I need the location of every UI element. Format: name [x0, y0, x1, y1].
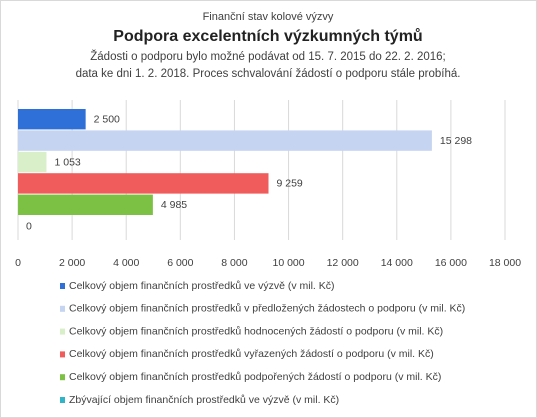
data-label: 4 985 — [161, 199, 187, 211]
bar — [18, 151, 47, 173]
x-tick-label: 2 000 — [59, 257, 85, 269]
bar — [18, 130, 432, 151]
bar — [18, 109, 86, 130]
chart-supertitle: Finanční stav kolové výzvy — [203, 11, 334, 23]
legend-marker — [60, 283, 65, 289]
bar — [18, 173, 269, 194]
legend-label: Zbývající objem finančních prostředků ve… — [69, 394, 339, 406]
legend-marker — [60, 328, 65, 335]
bar — [18, 194, 153, 215]
legend-marker — [60, 374, 65, 381]
x-tick-label: 4 000 — [113, 257, 139, 269]
legend-label: Celkový objem finančních prostředků vyřa… — [69, 348, 434, 360]
data-label: 15 298 — [440, 135, 472, 147]
data-label: 2 500 — [94, 113, 120, 125]
data-label: 9 259 — [277, 178, 303, 190]
x-tick-label: 14 000 — [381, 257, 413, 269]
legend-label: Celkový objem finančních prostředků podp… — [69, 371, 441, 383]
x-tick-label: 6 000 — [167, 257, 193, 269]
chart-title: Podpora excelentních výzkumných týmů — [113, 28, 422, 45]
x-tick-label: 12 000 — [327, 257, 359, 269]
legend-label: Celkový objem finančních prostředků ve v… — [69, 280, 335, 292]
legend-marker — [60, 351, 65, 358]
legend-marker — [60, 397, 65, 403]
legend-marker — [60, 305, 65, 312]
x-tick-label: 16 000 — [435, 257, 467, 269]
legend-label: Celkový objem finančních prostředků v př… — [69, 303, 465, 315]
data-label: 0 — [26, 220, 32, 232]
chart-subtitle: Žádosti o podporu bylo možné podávat od … — [90, 50, 445, 63]
data-label: 1 053 — [54, 156, 80, 168]
x-tick-label: 8 000 — [221, 257, 247, 269]
x-tick-label: 0 — [15, 257, 21, 269]
x-tick-label: 18 000 — [489, 257, 521, 269]
chart-subtitle: data ke dni 1. 2. 2018. Proces schvalová… — [76, 68, 461, 80]
x-tick-label: 10 000 — [272, 257, 304, 269]
legend-label: Celkový objem finančních prostředků hodn… — [69, 325, 443, 337]
